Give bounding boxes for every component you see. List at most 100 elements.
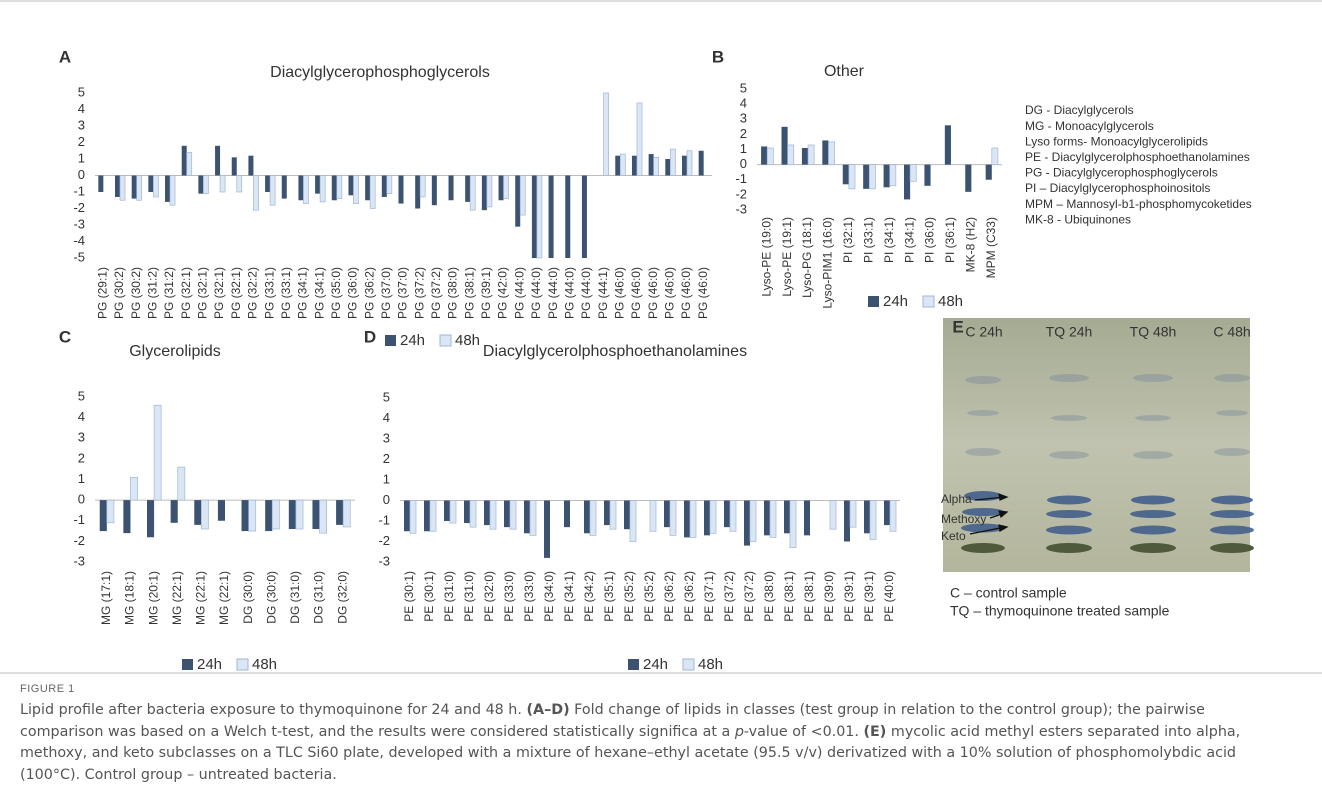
x-tick-label: PE (33:0): [522, 571, 536, 622]
x-tick-label: DG (30:0): [264, 571, 278, 624]
bar: [348, 176, 353, 196]
bar: [270, 176, 275, 206]
bar: [828, 142, 834, 165]
bar: [770, 501, 776, 538]
chart-title: Other: [824, 63, 865, 80]
y-tick-label: -3: [378, 553, 390, 568]
bar: [153, 176, 158, 197]
bar: [808, 145, 814, 165]
bar: [945, 125, 951, 164]
bar: [584, 501, 590, 534]
bar: [282, 176, 287, 199]
bar: [320, 500, 327, 533]
x-tick-label: DG (31:0): [288, 571, 302, 624]
x-tick-label: PI (33:1): [861, 217, 875, 263]
bar: [432, 176, 437, 206]
bar: [215, 146, 220, 176]
x-tick-label: PG (46:0): [679, 267, 693, 319]
y-tick-label: 0: [383, 492, 390, 507]
bar: [232, 157, 237, 175]
figure: E C 24h TQ 24h TQ 48h C 48h Alpha Methox…: [0, 0, 1322, 805]
x-tick-label: PE (37:2): [722, 571, 736, 622]
y-tick-label: -3: [735, 201, 747, 216]
x-tick-label: MG (17:1): [99, 571, 113, 625]
x-tick-label: PE (40:0): [882, 571, 896, 622]
bar: [654, 157, 659, 175]
y-tick-label: 4: [740, 96, 747, 111]
bar: [649, 154, 654, 175]
chart-title: Diacylglycerolphosphoethanolamines: [483, 343, 747, 360]
bar: [382, 176, 387, 197]
bar: [365, 176, 370, 201]
bar: [332, 176, 337, 201]
bar: [665, 159, 670, 176]
bar: [761, 146, 767, 164]
y-tick-label: 1: [78, 150, 85, 165]
y-tick-label: 5: [78, 84, 85, 99]
bar: [430, 501, 436, 532]
y-tick-label: 0: [78, 492, 85, 507]
bar: [684, 501, 690, 538]
bar: [864, 501, 870, 534]
bar: [398, 176, 403, 204]
bar: [537, 176, 542, 259]
panel-letter: D: [364, 327, 376, 346]
bar: [170, 176, 175, 206]
y-tick-label: -5: [73, 249, 85, 264]
bar: [237, 176, 242, 193]
bar: [630, 501, 636, 542]
x-tick-label: MG (18:1): [123, 571, 137, 625]
bar: [844, 501, 850, 542]
x-tick-label: PG (29:1): [96, 267, 110, 319]
abbreviation: DG - Diacylglycerols: [1025, 103, 1134, 117]
x-tick-label: PG (32:2): [246, 267, 260, 319]
y-tick-label: 1: [383, 471, 390, 486]
bar: [515, 176, 520, 227]
y-tick-label: 2: [383, 451, 390, 466]
y-tick-label: 2: [78, 134, 85, 149]
y-tick-label: -3: [73, 216, 85, 231]
bar: [699, 151, 704, 176]
bar: [337, 176, 342, 199]
x-tick-label: MG (22:1): [170, 571, 184, 625]
bar: [650, 501, 656, 532]
y-tick-label: 2: [78, 450, 85, 465]
bar: [869, 165, 875, 189]
bar: [343, 500, 350, 527]
bar: [490, 501, 496, 530]
bar: [564, 501, 570, 528]
bar: [265, 176, 270, 193]
bar: [470, 176, 475, 211]
abbreviation: Lyso forms- Monoacylglycerolipids: [1025, 134, 1208, 148]
x-tick-label: PG (34:1): [296, 267, 310, 319]
x-tick-label: PG (37:0): [396, 267, 410, 319]
bar: [582, 176, 587, 259]
y-tick-label: -3: [73, 553, 85, 568]
legend-swatch: [237, 659, 248, 670]
x-tick-label: PE (34:2): [582, 571, 596, 622]
y-tick-label: -4: [73, 233, 85, 248]
x-tick-label: PE (32:0): [482, 571, 496, 622]
legend-label: 48h: [698, 656, 723, 673]
bar: [201, 500, 208, 529]
panel-letter: E: [952, 317, 963, 336]
legend-swatch: [440, 335, 451, 346]
x-tick-label: PE (35:2): [622, 571, 636, 622]
x-tick-label: MK-8 (H2): [964, 217, 978, 272]
y-tick-label: -1: [73, 183, 85, 198]
x-tick-label: PI (32:1): [841, 217, 855, 263]
caption-bold: (E): [864, 724, 887, 740]
bar: [353, 176, 358, 204]
bar: [670, 501, 676, 536]
bar: [504, 176, 509, 199]
x-tick-label: DG (32:0): [335, 571, 349, 624]
bar: [504, 501, 510, 528]
bar: [303, 176, 308, 204]
x-tick-label: PG (30:2): [129, 267, 143, 319]
bar: [387, 176, 392, 194]
x-tick-label: DG (31:0): [312, 571, 326, 624]
tlc-plate: [943, 318, 1254, 572]
tlc-note: C – control sample: [950, 585, 1067, 601]
bar: [863, 165, 869, 189]
x-tick-label: PE (36:2): [662, 571, 676, 622]
